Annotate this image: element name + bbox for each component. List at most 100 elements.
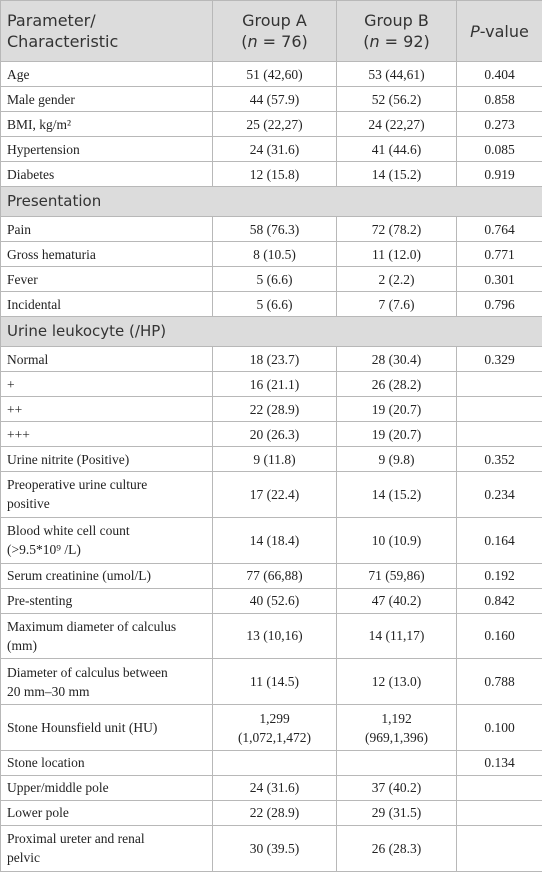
table-row: Stone location 0.134 bbox=[0, 749, 542, 776]
value-cell: 19 (20.7) bbox=[336, 421, 457, 447]
value-cell: 1,299 (1,072,1,472) bbox=[212, 704, 337, 751]
cell-line: 20 mm–30 mm bbox=[7, 683, 90, 699]
header-text: = 92) bbox=[379, 32, 430, 51]
value-cell: 14 (15.2) bbox=[336, 471, 457, 518]
value-cell: 26 (28.2) bbox=[336, 371, 457, 397]
value-cell: 13 (10,16) bbox=[212, 612, 337, 660]
value-cell: 11 (14.5) bbox=[212, 658, 337, 706]
cell-line: Blood white cell count bbox=[7, 523, 130, 539]
cell-line: positive bbox=[7, 496, 50, 512]
value-cell: 5 (6.6) bbox=[212, 266, 337, 292]
value-cell: 16 (21.1) bbox=[212, 371, 337, 397]
header-line: P-value bbox=[463, 21, 536, 42]
cell-line: pelvic bbox=[7, 850, 40, 866]
cell-line: Diameter of calculus between bbox=[7, 664, 168, 680]
header-text: ( bbox=[241, 32, 248, 51]
table-row: Preoperative urine culture positive 17 (22… bbox=[0, 471, 542, 518]
value-cell: 14 (11,17) bbox=[336, 612, 457, 660]
header-cell: Parameter/Characteristic bbox=[0, 0, 213, 62]
value-cell: 0.788 bbox=[456, 658, 542, 706]
value-cell bbox=[456, 824, 542, 872]
value-cell: 28 (30.4) bbox=[336, 346, 457, 372]
value-cell: 14 (15.2) bbox=[336, 161, 457, 187]
header-row: Parameter/Characteristic Group A (n = 76) G… bbox=[0, 0, 542, 62]
label-cell: Male gender bbox=[0, 86, 213, 112]
table-row: Urine nitrite (Positive) 9 (11.8) 9 (9.8) 0… bbox=[0, 446, 542, 472]
value-cell: 22 (28.9) bbox=[212, 396, 337, 422]
value-cell bbox=[456, 799, 542, 826]
value-cell: 0.085 bbox=[456, 136, 542, 162]
value-cell: 20 (26.3) bbox=[212, 421, 337, 447]
cell-line: (969,1,396) bbox=[365, 729, 428, 745]
value-cell: 7 (7.6) bbox=[336, 291, 457, 317]
value-cell: 0.771 bbox=[456, 241, 542, 267]
value-cell: 0.100 bbox=[456, 704, 542, 751]
table-row: Diabetes 12 (15.8) 14 (15.2) 0.919 bbox=[0, 161, 542, 187]
value-cell: 22 (28.9) bbox=[212, 799, 337, 826]
header-text: n bbox=[369, 32, 380, 51]
section-row: Presentation bbox=[0, 186, 542, 217]
cell-line: Proximal ureter and renal bbox=[7, 831, 145, 847]
value-cell: 25 (22,27) bbox=[212, 111, 337, 137]
value-cell: 53 (44,61) bbox=[336, 61, 457, 87]
table-row: Stone Hounsfield unit (HU) 1,299 (1,072,1,… bbox=[0, 704, 542, 751]
table-row: Hypertension 24 (31.6) 41 (44.6) 0.085 bbox=[0, 136, 542, 162]
value-cell: 0.164 bbox=[456, 516, 542, 564]
section-cell: Urine leukocyte (/HP) bbox=[0, 316, 542, 347]
value-cell: 0.329 bbox=[456, 346, 542, 372]
label-cell: Stone location bbox=[0, 749, 213, 776]
table-row: Lower pole 22 (28.9) 29 (31.5) bbox=[0, 799, 542, 826]
value-cell: 0.352 bbox=[456, 446, 542, 472]
value-cell: 5 (6.6) bbox=[212, 291, 337, 317]
label-cell: ++ bbox=[0, 396, 213, 422]
table-row: Age 51 (42,60) 53 (44,61) 0.404 bbox=[0, 61, 542, 87]
label-cell: Age bbox=[0, 61, 213, 87]
value-cell: 0.192 bbox=[456, 562, 542, 589]
header-text: ( bbox=[363, 32, 370, 51]
value-cell: 10 (10.9) bbox=[336, 516, 457, 564]
table-row: Gross hematuria 8 (10.5) 11 (12.0) 0.771 bbox=[0, 241, 542, 267]
value-cell bbox=[456, 774, 542, 801]
value-cell: 29 (31.5) bbox=[336, 799, 457, 826]
header-line: (n = 76) bbox=[219, 31, 330, 52]
value-cell: 77 (66,88) bbox=[212, 562, 337, 589]
value-cell: 17 (22.4) bbox=[212, 471, 337, 518]
label-cell: Pain bbox=[0, 216, 213, 242]
table-row: BMI, kg/m² 25 (22,27) 24 (22,27) 0.273 bbox=[0, 111, 542, 137]
label-cell: + bbox=[0, 371, 213, 397]
label-cell: Gross hematuria bbox=[0, 241, 213, 267]
label-cell: Upper/middle pole bbox=[0, 774, 213, 801]
label-cell: Normal bbox=[0, 346, 213, 372]
label-cell: Stone Hounsfield unit (HU) bbox=[0, 704, 213, 751]
header-line: Parameter/ bbox=[7, 10, 206, 31]
table-row: Blood white cell count (>9.5*10⁹ /L) 14 (1… bbox=[0, 516, 542, 564]
value-cell: 40 (52.6) bbox=[212, 587, 337, 614]
value-cell: 52 (56.2) bbox=[336, 86, 457, 112]
label-cell: Urine nitrite (Positive) bbox=[0, 446, 213, 472]
table-row: Serum creatinine (umol/L) 77 (66,88) 71 (5… bbox=[0, 562, 542, 589]
value-cell: 71 (59,86) bbox=[336, 562, 457, 589]
value-cell: 2 (2.2) bbox=[336, 266, 457, 292]
table-row: ++ 22 (28.9) 19 (20.7) bbox=[0, 396, 542, 422]
label-cell: Blood white cell count (>9.5*10⁹ /L) bbox=[0, 516, 213, 564]
value-cell: 14 (18.4) bbox=[212, 516, 337, 564]
header-line: Group A bbox=[219, 10, 330, 31]
header-text: Group B bbox=[364, 11, 429, 30]
table-row: Pre-stenting 40 (52.6) 47 (40.2) 0.842 bbox=[0, 587, 542, 614]
cell-line: Preoperative urine culture bbox=[7, 477, 148, 493]
value-cell: 0.160 bbox=[456, 612, 542, 660]
value-cell: 0.919 bbox=[456, 161, 542, 187]
value-cell: 24 (31.6) bbox=[212, 136, 337, 162]
value-cell bbox=[336, 749, 457, 776]
cell-line: (mm) bbox=[7, 637, 37, 653]
header-cell: Group A (n = 76) bbox=[212, 0, 337, 62]
header-text: = 76) bbox=[257, 32, 308, 51]
value-cell: 1,192 (969,1,396) bbox=[336, 704, 457, 751]
table-row: Upper/middle pole 24 (31.6) 37 (40.2) bbox=[0, 774, 542, 801]
table-row: Maximum diameter of calculus (mm) 13 (10,1… bbox=[0, 612, 542, 660]
cell-line: 1,192 bbox=[381, 710, 412, 726]
label-cell: Hypertension bbox=[0, 136, 213, 162]
label-cell: Proximal ureter and renal pelvic bbox=[0, 824, 213, 872]
table-row: Normal 18 (23.7) 28 (30.4) 0.329 bbox=[0, 346, 542, 372]
